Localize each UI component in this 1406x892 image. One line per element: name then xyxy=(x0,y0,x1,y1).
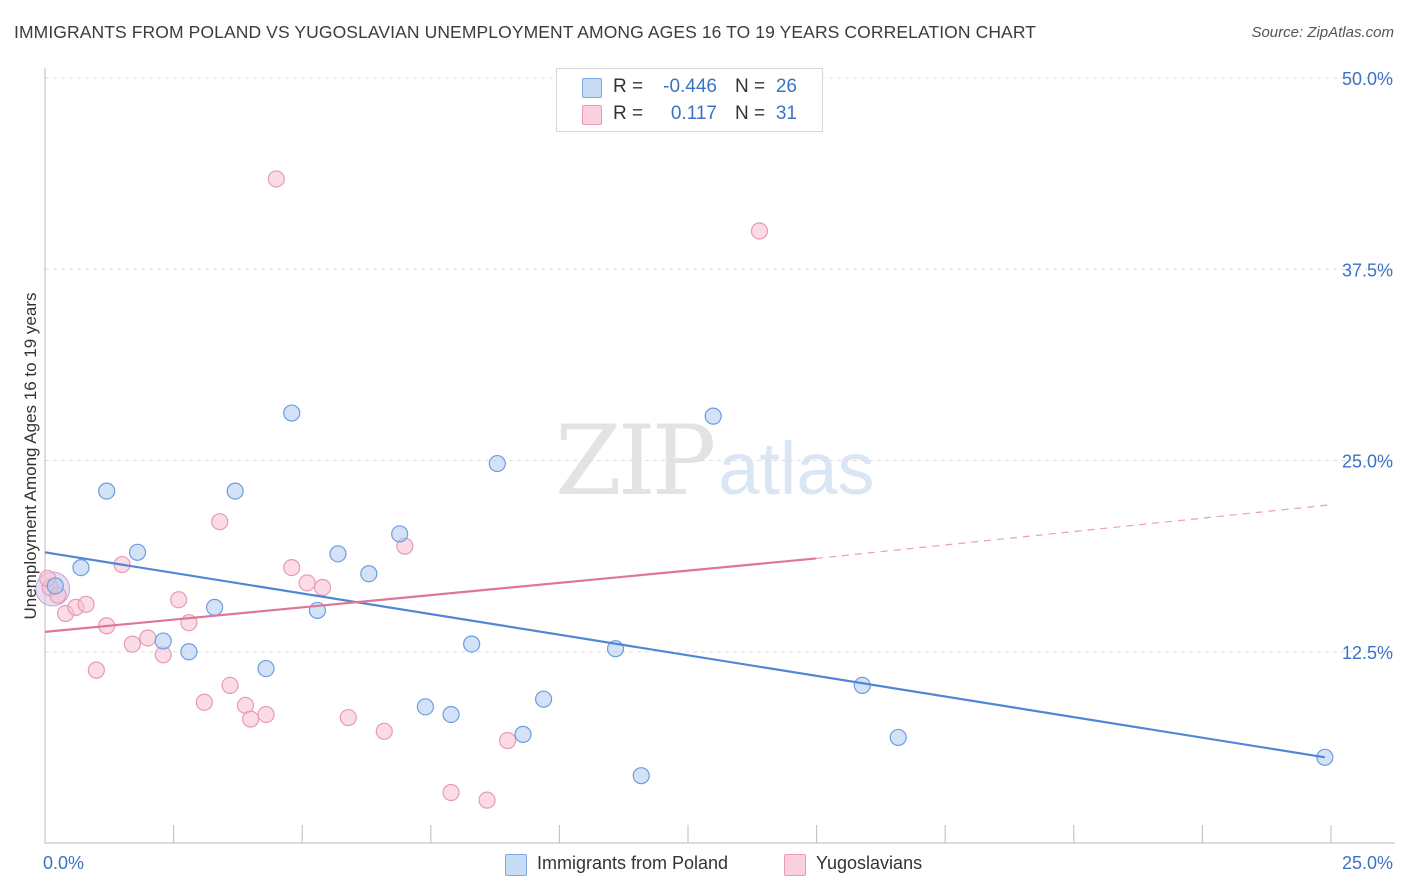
yugoslavians-point xyxy=(750,222,769,240)
poland-point xyxy=(46,577,64,595)
r-label: R = xyxy=(613,103,644,124)
yugoslavians-point xyxy=(298,574,316,592)
poland-trend-line xyxy=(44,551,1326,759)
poland-point xyxy=(488,454,506,473)
yugoslavians-point xyxy=(211,513,229,531)
poland-point xyxy=(704,407,722,425)
poland-point xyxy=(463,635,481,653)
yugoslavians-point xyxy=(478,791,496,809)
poland-point xyxy=(206,598,224,616)
yugoslavians-trend-line xyxy=(44,557,817,633)
legend-row-yugoslavians: R = 0.117 N = 31 xyxy=(557,100,822,128)
legend-label-yugoslavians: Yugoslavians xyxy=(816,853,923,873)
poland-point xyxy=(283,404,301,422)
yugoslavians-point xyxy=(339,708,357,727)
poland-point xyxy=(257,659,275,678)
poland-point xyxy=(391,525,409,543)
n-value: 31 xyxy=(775,103,797,124)
poland-point xyxy=(128,543,147,561)
yugoslavians-point xyxy=(442,783,460,802)
yugoslavians-trend-extension xyxy=(815,504,1331,560)
x-tick-label: 25.0% xyxy=(1342,853,1393,873)
y-tick-label: 12.5% xyxy=(1342,643,1393,663)
poland-point xyxy=(442,705,460,724)
poland-point xyxy=(534,690,553,708)
yugoslavians-swatch xyxy=(582,105,602,125)
n-value: 26 xyxy=(775,76,797,97)
y-tick-label: 25.0% xyxy=(1342,452,1393,472)
yugoslavians-point xyxy=(123,635,141,653)
poland-point xyxy=(889,728,907,747)
watermark-atlas: atlas xyxy=(718,427,875,510)
poland-point xyxy=(180,643,198,661)
yugoslavians-point xyxy=(267,170,285,188)
yugoslavians-point xyxy=(257,705,275,724)
x-tick-label: 0.0% xyxy=(43,853,84,873)
poland-point xyxy=(329,545,347,563)
poland-point xyxy=(360,565,378,583)
yugoslavians-point xyxy=(87,661,106,679)
y-axis-label: Unemployment Among Ages 16 to 19 years xyxy=(21,292,40,620)
poland-legend-swatch xyxy=(505,854,527,876)
yugoslavians-point xyxy=(170,591,188,609)
yugoslavians-point xyxy=(221,676,239,695)
yugoslavians-point xyxy=(283,558,301,577)
poland-point xyxy=(416,698,434,716)
poland-point xyxy=(72,558,90,577)
y-tick-label: 50.0% xyxy=(1342,69,1393,89)
yugoslavians-point xyxy=(139,629,157,647)
source-credit: Source: ZipAtlas.com xyxy=(1251,24,1394,41)
n-label: N = xyxy=(735,103,766,124)
legend-label-poland: Immigrants from Poland xyxy=(537,853,729,873)
chart-title: IMMIGRANTS FROM POLAND VS YUGOSLAVIAN UN… xyxy=(14,22,1037,42)
poland-point xyxy=(632,767,650,785)
poland-point xyxy=(98,482,116,500)
poland-point xyxy=(853,676,871,695)
yugoslavians-point xyxy=(499,731,517,750)
yugoslavians-point xyxy=(77,595,95,613)
legend-row-poland: R = -0.446 N = 26 xyxy=(557,73,822,101)
y-tick-label: 37.5% xyxy=(1342,260,1393,280)
yugoslavians-point xyxy=(195,693,213,711)
yugoslavians-point xyxy=(242,710,260,728)
yugoslavians-point xyxy=(375,722,393,740)
poland-point xyxy=(154,632,172,650)
series-legend: Immigrants from Poland Yugoslavians xyxy=(0,852,1406,880)
r-label: R = xyxy=(613,76,644,97)
poland-point xyxy=(226,482,244,500)
yugoslavians-legend-swatch xyxy=(784,854,806,876)
n-label: N = xyxy=(735,76,766,97)
poland-swatch xyxy=(582,78,602,98)
poland-point xyxy=(514,725,532,743)
stats-legend: R = -0.446 N = 26 R = 0.117 N = 31 xyxy=(556,68,823,132)
r-value: 0.117 xyxy=(670,103,717,124)
yugoslavians-point xyxy=(313,578,332,597)
r-value: -0.446 xyxy=(663,76,717,97)
